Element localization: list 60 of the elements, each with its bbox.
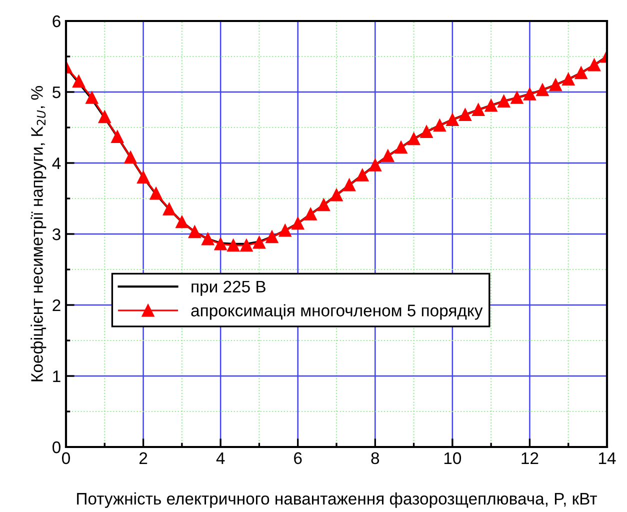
x-tick-label: 8: [371, 452, 380, 464]
point: [278, 224, 292, 237]
point: [433, 119, 446, 132]
x-tick-label: 6: [294, 452, 302, 464]
point: [588, 58, 600, 72]
y-tick-label: 2: [52, 299, 60, 312]
point: [111, 130, 124, 143]
point: [472, 104, 485, 116]
point: [408, 132, 420, 146]
y-tick-label: 6: [52, 15, 60, 28]
point: [188, 226, 201, 238]
point: [394, 141, 408, 154]
point: [536, 84, 549, 96]
x-tick-label: 2: [139, 452, 148, 464]
y-tick-label: 4: [52, 158, 61, 170]
point: [317, 198, 330, 212]
point: [176, 216, 188, 228]
point: [202, 232, 214, 246]
point: [562, 72, 575, 86]
point: [98, 110, 111, 124]
x-tick-label: 0: [62, 452, 70, 464]
point: [446, 113, 459, 126]
x-tick-label: 4: [216, 452, 225, 464]
point: [343, 178, 356, 192]
point: [240, 239, 253, 252]
point: [420, 126, 433, 138]
point: [304, 208, 317, 220]
x-tick-label: 14: [599, 452, 616, 464]
point: [137, 170, 150, 184]
x-tick-label: 12: [522, 452, 538, 464]
y-axis-title: Коефіцієнт несиметрії напруги, K$_{2U}$, %: [30, 86, 46, 382]
point: [72, 75, 86, 88]
point: [330, 188, 343, 202]
point: [458, 108, 472, 121]
y-tick-label: 3: [52, 228, 60, 240]
legend-label: при 225 В: [192, 280, 266, 296]
y-tick-label: 1: [53, 370, 60, 382]
point: [252, 236, 266, 249]
point: [227, 239, 240, 252]
x-tick-label: 10: [444, 452, 462, 464]
point: [150, 187, 162, 200]
point: [574, 66, 588, 80]
point: [498, 94, 510, 108]
x-axis-title: Потужність електричного навантаження фазорозщеплювача, P, кВт: [77, 492, 598, 508]
point: [382, 150, 394, 162]
y-tick-label: 0: [52, 441, 60, 454]
point: [484, 99, 498, 112]
point: [523, 88, 536, 100]
point: [510, 91, 524, 104]
point: [86, 91, 98, 104]
point: [549, 78, 562, 92]
point: [368, 158, 382, 172]
point: [162, 202, 176, 216]
point: [214, 238, 227, 250]
point: [292, 217, 304, 230]
point: [266, 230, 278, 244]
legend-label: апроксимація многочленом 5 порядку: [191, 304, 483, 320]
point: [356, 168, 369, 182]
point: [124, 151, 137, 164]
y-tick-label: 5: [52, 86, 60, 98]
